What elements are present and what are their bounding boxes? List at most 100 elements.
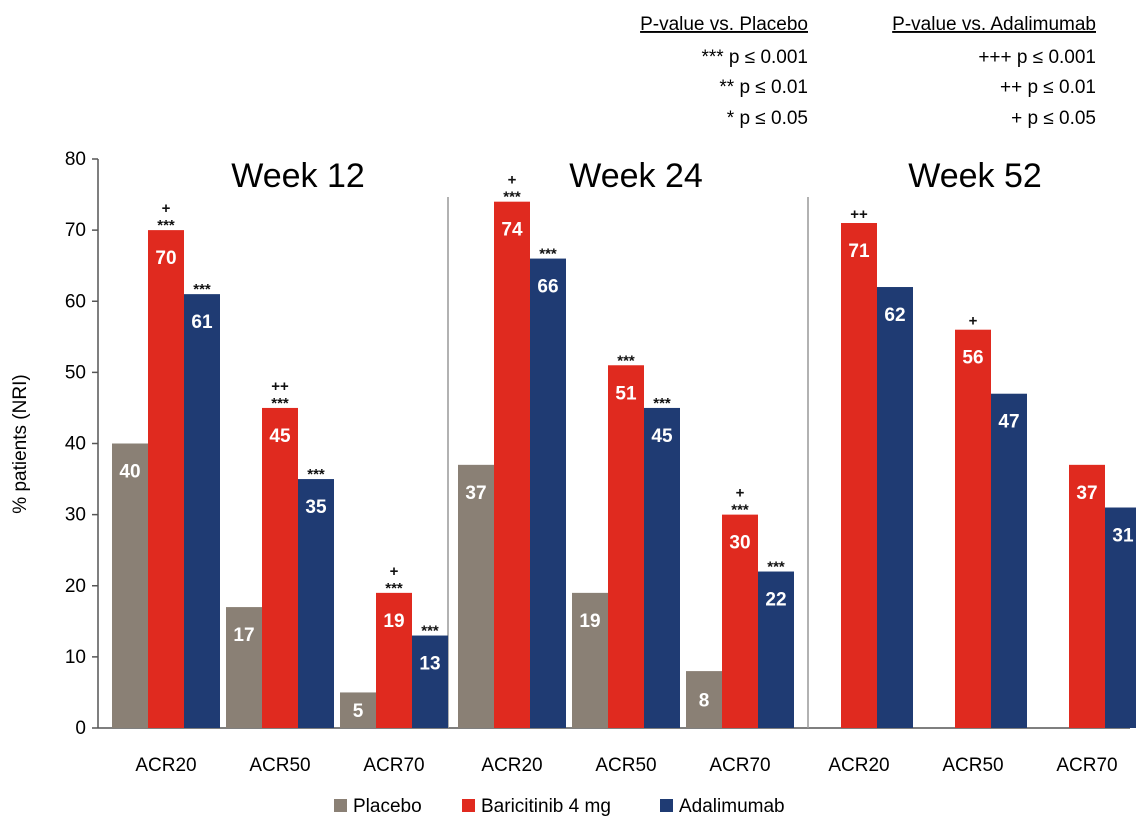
y-tick-label: 0: [75, 718, 86, 739]
x-tick-label: ACR70: [1056, 755, 1117, 776]
y-tick-label: 60: [65, 291, 86, 312]
group-title-week-52: Week 52: [908, 157, 1042, 195]
bar: [458, 464, 494, 728]
y-tick-label: 40: [65, 434, 86, 455]
legend-swatch-adalimumab: [660, 799, 673, 812]
bar-value-label: 66: [537, 277, 558, 298]
key-row-placebo-1: *** p ≤ 0.001: [701, 47, 808, 68]
significance-key: P-value vs. Placebo *** p ≤ 0.001 ** p ≤…: [640, 14, 1096, 129]
bar-value-label: 13: [419, 654, 440, 675]
legend-label-placebo: Placebo: [353, 796, 422, 817]
bar-value-label: 61: [191, 312, 213, 333]
bar: [608, 365, 644, 728]
bar: [494, 201, 530, 729]
bar-value-label: 31: [1112, 526, 1134, 547]
legend: Placebo Baricitinib 4 mg Adalimumab: [334, 796, 785, 817]
bar-value-label: 56: [962, 348, 983, 369]
bars: 4070***+61***1745***++35***519***+13***3…: [112, 172, 1136, 729]
bar-value-label: 70: [155, 248, 176, 269]
bar: [644, 407, 680, 728]
significance-vs-placebo: ***: [307, 466, 325, 483]
bar-value-label: 5: [353, 701, 364, 722]
bar: [226, 607, 262, 728]
y-tick-label: 30: [65, 505, 86, 526]
significance-vs-placebo: ***: [653, 395, 671, 412]
legend-label-baricitinib: Baricitinib 4 mg: [481, 796, 611, 817]
key-row-adalimumab-1: +++ p ≤ 0.001: [978, 47, 1096, 68]
bar: [722, 514, 758, 728]
bar: [877, 287, 913, 728]
bar-value-label: 19: [579, 611, 600, 632]
bar-value-label: 37: [1076, 483, 1097, 504]
bar: [298, 479, 334, 728]
x-tick-label: ACR20: [135, 755, 196, 776]
significance-vs-adalimumab: +: [736, 485, 745, 502]
y-axis-label: % patients (NRI): [10, 374, 31, 513]
bar: [412, 635, 448, 728]
bar: [1105, 507, 1136, 728]
significance-vs-placebo: ***: [539, 246, 557, 263]
key-row-placebo-3: * p ≤ 0.05: [727, 108, 808, 129]
key-row-adalimumab-3: + p ≤ 0.05: [1011, 108, 1096, 129]
bar-value-label: 47: [998, 412, 1019, 433]
bar: [184, 294, 220, 728]
x-tick-label: ACR70: [363, 755, 424, 776]
key-heading-adalimumab: P-value vs. Adalimumab: [892, 14, 1096, 35]
bar-value-label: 74: [501, 220, 523, 241]
bar-value-label: 22: [765, 590, 786, 611]
bar: [572, 592, 608, 728]
key-row-placebo-2: ** p ≤ 0.01: [719, 77, 808, 98]
bar: [340, 692, 376, 728]
significance-vs-placebo: ***: [767, 559, 785, 576]
bar: [955, 329, 991, 728]
x-tick-label: ACR50: [249, 755, 310, 776]
bar-value-label: 8: [699, 691, 710, 712]
bar-value-label: 30: [729, 533, 750, 554]
x-tick-labels: ACR20 ACR50 ACR70 ACR20 ACR50 ACR70 ACR20 ACR50…: [135, 755, 1117, 776]
significance-vs-placebo: ***: [271, 395, 289, 412]
group-title-week-24: Week 24: [569, 157, 703, 195]
significance-vs-placebo: ***: [193, 281, 211, 298]
significance-vs-placebo: ***: [385, 580, 403, 597]
x-tick-label: ACR20: [828, 755, 889, 776]
x-tick-label: ACR50: [595, 755, 656, 776]
significance-vs-adalimumab: +: [162, 200, 171, 217]
significance-vs-adalimumab: +: [390, 563, 399, 580]
legend-swatch-baricitinib: [462, 799, 475, 812]
x-tick-label: ACR70: [709, 755, 770, 776]
bar-value-label: 45: [269, 426, 291, 447]
bar-value-label: 40: [119, 462, 140, 483]
bar: [148, 230, 184, 728]
bar: [262, 407, 298, 728]
bar: [758, 571, 794, 728]
bar: [1069, 464, 1105, 728]
x-tick-label: ACR20: [481, 755, 542, 776]
bar-value-label: 37: [465, 483, 486, 504]
significance-vs-placebo: ***: [157, 217, 175, 234]
key-row-adalimumab-2: ++ p ≤ 0.01: [1000, 77, 1096, 98]
y-tick-label: 70: [65, 220, 86, 241]
group-title-week-12: Week 12: [231, 157, 365, 195]
bar: [112, 443, 148, 728]
key-heading-placebo: P-value vs. Placebo: [640, 14, 808, 35]
significance-vs-placebo: ***: [731, 502, 749, 519]
significance-vs-adalimumab: +: [969, 313, 978, 330]
legend-swatch-placebo: [334, 799, 347, 812]
bar-value-label: 45: [651, 426, 673, 447]
bar: [841, 223, 877, 728]
bar-value-label: 19: [383, 611, 404, 632]
y-tick-label: 10: [65, 647, 86, 668]
bar: [686, 671, 722, 728]
significance-vs-placebo: ***: [503, 189, 521, 206]
y-tick-label: 20: [65, 576, 86, 597]
legend-label-adalimumab: Adalimumab: [679, 796, 785, 817]
significance-vs-adalimumab: ++: [850, 206, 868, 223]
bar: [991, 393, 1027, 728]
x-tick-label: ACR50: [942, 755, 1003, 776]
y-tick-label: 80: [65, 149, 86, 170]
bar-value-label: 62: [884, 305, 905, 326]
bar: [530, 258, 566, 728]
y-tick-label: 50: [65, 362, 86, 383]
bar: [376, 592, 412, 728]
